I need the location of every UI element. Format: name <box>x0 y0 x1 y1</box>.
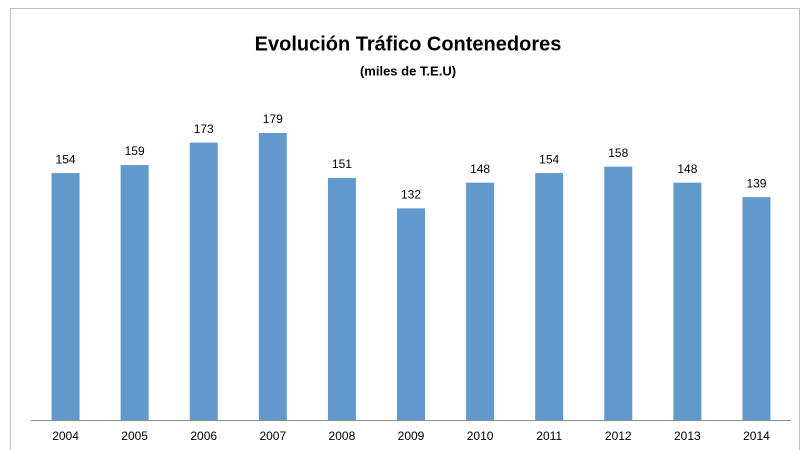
x-tick-label: 2010 <box>467 429 494 443</box>
value-label: 158 <box>608 146 628 160</box>
bar <box>466 182 495 420</box>
chart-frame <box>10 8 800 450</box>
x-tick-label: 2005 <box>121 429 148 443</box>
bar <box>258 133 287 420</box>
x-tick-label: 2014 <box>743 429 770 443</box>
bar <box>51 173 80 420</box>
x-tick-label: 2012 <box>605 429 632 443</box>
value-label: 148 <box>677 162 697 176</box>
x-tick-label: 2013 <box>674 429 701 443</box>
bar <box>604 166 633 420</box>
value-label: 173 <box>194 122 214 136</box>
x-tick-label: 2009 <box>398 429 425 443</box>
bar <box>673 182 702 420</box>
value-label: 132 <box>401 188 421 202</box>
bar <box>742 197 771 420</box>
value-label: 154 <box>539 152 559 166</box>
bar <box>327 177 356 420</box>
value-label: 159 <box>125 144 145 158</box>
value-label: 179 <box>263 112 283 126</box>
x-tick-label: 2004 <box>52 429 79 443</box>
chart-title: Evolución Tráfico Contenedores <box>255 33 562 55</box>
bar <box>120 165 149 420</box>
chart-subtitle: (miles de T.E.U) <box>360 63 456 78</box>
x-tick-label: 2006 <box>190 429 217 443</box>
value-label: 148 <box>470 162 490 176</box>
value-label: 154 <box>56 152 76 166</box>
bar <box>397 208 425 420</box>
bar <box>535 173 564 420</box>
value-label: 139 <box>746 176 766 190</box>
x-tick-label: 2011 <box>536 429 562 443</box>
value-label: 151 <box>332 157 352 171</box>
x-tick-label: 2008 <box>329 429 356 443</box>
x-tick-label: 2007 <box>259 429 286 443</box>
bar <box>189 142 218 420</box>
